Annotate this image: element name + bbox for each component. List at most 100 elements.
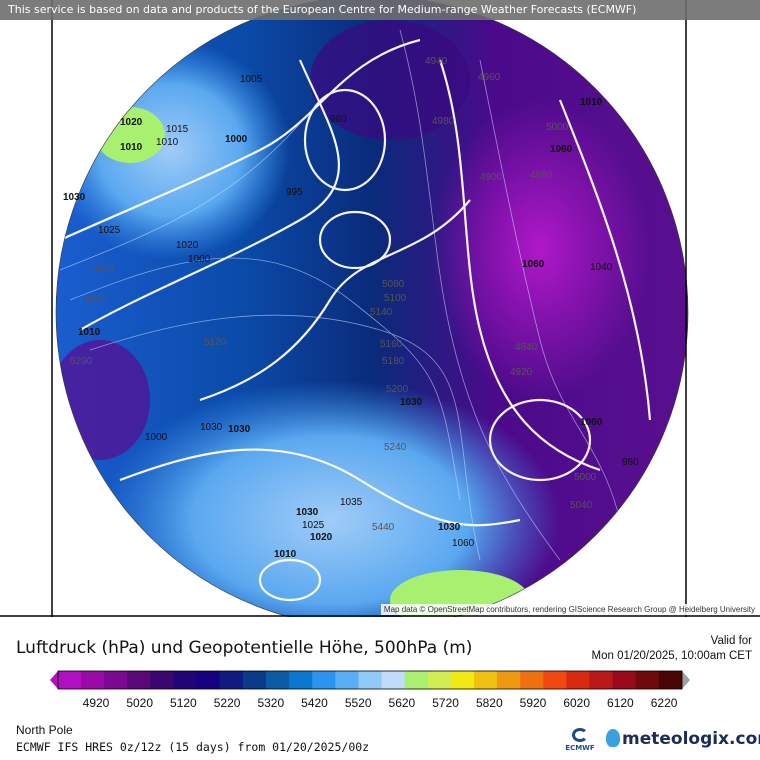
legend-tick-label: 4920	[82, 696, 110, 710]
height-label: 5080	[382, 279, 405, 290]
height-label: 5240	[384, 442, 407, 453]
legend-swatch	[658, 671, 683, 689]
chart-title: Luftdruck (hPa) und Geopotentielle Höhe,…	[16, 638, 473, 658]
pressure-label: 980	[330, 114, 347, 125]
height-label: 5040	[570, 500, 593, 511]
legend-swatch	[358, 671, 383, 689]
legend-swatch	[127, 671, 151, 689]
pressure-label: 1030	[63, 192, 86, 203]
height-label: 5000	[546, 122, 569, 133]
height-label: 4960	[478, 72, 501, 83]
legend-swatch	[404, 671, 429, 689]
pressure-label: 1035	[340, 497, 363, 508]
legend-tick-label: 5320	[257, 696, 285, 710]
height-label: 5200	[386, 384, 409, 395]
legend-swatch	[589, 671, 614, 689]
legend-overflow-arrow	[682, 671, 690, 689]
pressure-label: 1010	[120, 142, 143, 153]
height-label: 5160	[380, 339, 403, 350]
pressure-label: 1025	[302, 520, 325, 531]
map-attribution[interactable]: Map data © OpenStreetMap contributors, r…	[380, 604, 758, 615]
legend-swatch	[150, 671, 175, 689]
height-label: 5140	[370, 307, 393, 318]
pressure-label: 1010	[274, 549, 297, 560]
legend-swatch	[520, 671, 544, 689]
legend-tick-label: 5520	[344, 696, 372, 710]
height-label: 4880	[530, 170, 553, 181]
legend-tick-label: 6020	[563, 696, 591, 710]
legend-swatch	[543, 671, 567, 689]
valid-label: Valid for	[710, 635, 752, 647]
pressure-label: 1060	[522, 259, 545, 270]
pressure-label: 1020	[176, 240, 199, 251]
contour-labels: 1020 1010 1015 1010 1005 1000 995 980 10…	[63, 56, 639, 560]
valid-time: Valid for Mon 01/20/2025, 10:00am CET	[592, 634, 752, 664]
pressure-label: 1000	[145, 432, 168, 443]
pressure-label: 1005	[240, 74, 263, 85]
legend-tick-label: 5920	[519, 696, 547, 710]
valid-time-value: Mon 01/20/2025, 10:00am CET	[591, 650, 752, 662]
legend-swatch	[566, 671, 591, 689]
pressure-label: 1000	[225, 134, 248, 145]
legend-tick-label: 5020	[126, 696, 154, 710]
height-contours	[59, 29, 621, 561]
legend-tick-label: 5220	[213, 696, 241, 710]
legend-tick-label: 5620	[388, 696, 416, 710]
pressure-label: 1030	[400, 397, 423, 408]
pressure-label: 995	[286, 187, 303, 198]
map-disc-edge	[55, 0, 689, 617]
pressure-label: 1030	[438, 522, 461, 533]
legend-swatch	[335, 671, 359, 689]
height-label: 4900	[480, 172, 503, 183]
ecmwf-notice-banner: This service is based on data and produc…	[0, 0, 760, 20]
legend-swatch	[312, 671, 336, 689]
pressure-label: 1060	[452, 538, 475, 549]
height-label: 5000	[574, 472, 597, 483]
pressure-label: 1030	[296, 507, 319, 518]
legend-swatch	[58, 671, 82, 689]
legend-swatch	[289, 671, 313, 689]
legend-tick-label: 5820	[475, 696, 503, 710]
height-label: 5100	[384, 293, 407, 304]
legend-tick-label: 6220	[650, 696, 678, 710]
legend-swatch	[81, 671, 105, 689]
height-label: 5180	[382, 356, 405, 367]
legend-tick-label: 5420	[301, 696, 328, 710]
legend-underflow-arrow	[50, 671, 58, 689]
legend-swatch	[104, 671, 128, 689]
pressure-label: 1020	[310, 532, 333, 543]
legend-swatch	[612, 671, 637, 689]
legend-swatch	[497, 671, 521, 689]
meteologix-logo[interactable]: meteologix.com	[606, 729, 760, 749]
legend-tick-label: 5120	[170, 696, 197, 710]
height-label: 5440	[372, 522, 395, 533]
height-label: 5290	[70, 356, 93, 367]
color-legend	[50, 670, 690, 690]
height-label: 5180	[92, 264, 115, 275]
height-label: 5120	[204, 337, 227, 348]
model-run-label: ECMWF IFS HRES 0z/12z (15 days) from 01/…	[16, 740, 370, 754]
legend-swatch	[242, 671, 267, 689]
height-label: 4980	[432, 116, 455, 127]
meteologix-drop-icon	[606, 729, 620, 747]
pressure-label: 1030	[228, 424, 251, 435]
pressure-label: 1040	[590, 262, 613, 273]
region-label: North Pole	[16, 723, 73, 737]
weather-map[interactable]: 1020 1010 1015 1010 1005 1000 995 980 10…	[0, 0, 760, 617]
legend-swatch	[381, 671, 406, 689]
pressure-label: 1010	[580, 97, 603, 108]
legend-swatch	[427, 671, 452, 689]
isobars	[59, 38, 652, 602]
legend-swatch	[196, 671, 221, 689]
pressure-label: 980	[622, 457, 639, 468]
height-label: 4920	[510, 367, 533, 378]
legend-swatch	[219, 671, 244, 689]
height-label: 5080	[84, 294, 107, 305]
pressure-label: 1000	[188, 254, 211, 265]
legend-swatch	[173, 671, 198, 689]
pressure-label: 1060	[550, 144, 573, 155]
legend-tick-label: 5720	[432, 696, 459, 710]
pressure-label: 1060	[580, 417, 603, 428]
legend-swatch	[266, 671, 290, 689]
pressure-label: 1015	[166, 124, 189, 135]
